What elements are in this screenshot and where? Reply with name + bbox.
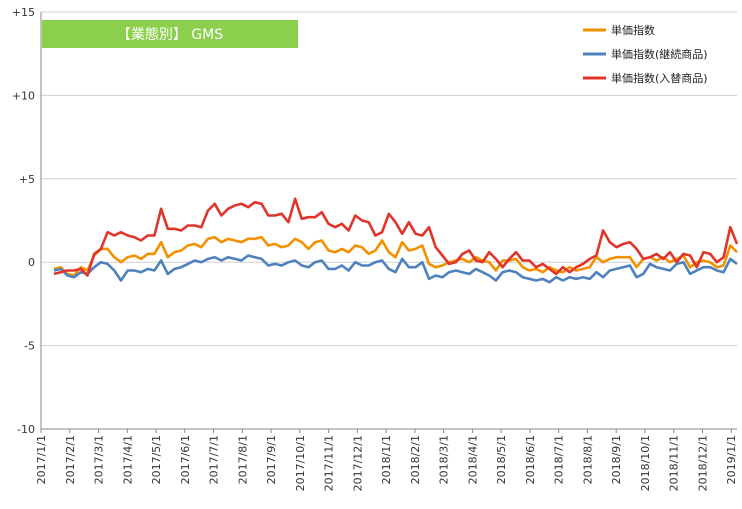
x-tick-label: 2018/4/1 [466,435,479,484]
y-tick-label: 0 [28,256,35,269]
y-tick-label: +5 [19,173,35,186]
legend-label: 単価指数 [611,23,655,37]
x-tick-label: 2019/1/1 [725,435,738,484]
x-tick-label: 2017/5/1 [150,435,163,484]
y-tick-label: -5 [24,340,35,353]
y-tick-label: +10 [12,89,35,102]
title-box-background [42,20,298,48]
x-tick-label: 2017/12/1 [351,435,364,491]
x-axis: 2017/1/1 2017/2/1 2017/3/1 2017/4/1 2017/5/1… [35,429,738,491]
x-tick-label: 2018/10/1 [639,435,652,491]
x-tick-label: 2018/6/1 [524,435,537,484]
x-tick-label: 2018/2/1 [409,435,422,484]
y-tick-label: -10 [17,423,35,436]
x-tick-label: 2017/7/1 [208,435,221,484]
x-tick-label: 2018/9/1 [610,435,623,484]
x-tick-label: 2018/1/1 [380,435,393,484]
x-tick-label: 2017/10/1 [294,435,307,491]
x-tick-label: 2018/11/1 [668,435,681,491]
x-tick-label: 2018/12/1 [696,435,709,491]
series-line-2 [53,254,738,284]
x-tick-label: 2018/5/1 [495,435,508,484]
y-axis: +15 +10 +5 0 -5 -10 [12,6,737,436]
series-lines [53,197,739,284]
title-box: 【業態別】 GMS [42,20,298,48]
legend-label: 単価指数(入替商品) [611,71,708,85]
x-tick-label: 2018/8/1 [581,435,594,484]
legend-label: 単価指数(継続商品) [611,47,708,61]
y-tick-label: +15 [12,6,35,19]
x-tick-label: 2017/11/1 [323,435,336,491]
x-tick-label: 2017/1/1 [35,435,48,484]
x-tick-label: 2017/2/1 [64,435,77,484]
chart-title: 【業態別】 GMS [117,27,223,43]
x-tick-label: 2017/4/1 [121,435,134,484]
x-tick-label: 2017/8/1 [236,435,249,484]
x-tick-label: 2018/3/1 [438,435,451,484]
x-tick-label: 2017/3/1 [93,435,106,484]
x-tick-label: 2017/6/1 [179,435,192,484]
x-tick-label: 2018/7/1 [553,435,566,484]
series-line-3 [53,197,739,277]
series-line-1 [53,235,738,277]
x-tick-label: 2017/9/1 [265,435,278,484]
